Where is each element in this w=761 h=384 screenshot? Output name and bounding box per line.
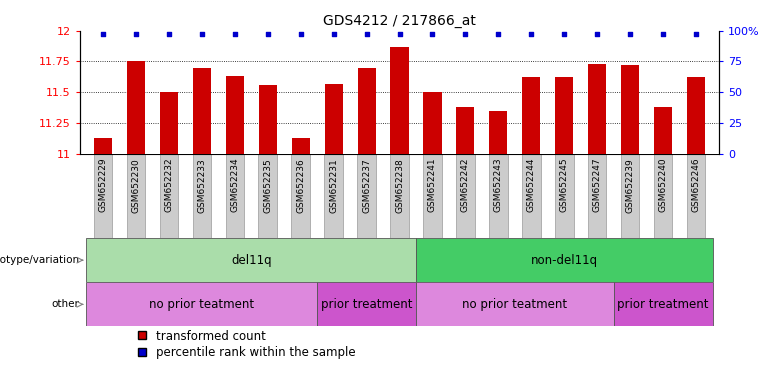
- Bar: [588, 154, 607, 238]
- Point: [690, 31, 702, 37]
- Point: [558, 31, 570, 37]
- Bar: [489, 111, 508, 154]
- Text: GSM652235: GSM652235: [263, 158, 272, 213]
- Point: [361, 31, 373, 37]
- Bar: [126, 154, 145, 238]
- Legend: transformed count, percentile rank within the sample: transformed count, percentile rank withi…: [137, 329, 355, 359]
- Point: [295, 31, 307, 37]
- Point: [460, 31, 472, 37]
- Bar: [317, 282, 416, 326]
- Point: [525, 31, 537, 37]
- Text: GSM652230: GSM652230: [132, 158, 141, 213]
- Point: [426, 31, 438, 37]
- Point: [327, 31, 339, 37]
- Bar: [522, 154, 540, 238]
- Bar: [291, 154, 310, 238]
- Bar: [588, 64, 607, 154]
- Text: GSM652247: GSM652247: [593, 158, 602, 212]
- Bar: [324, 84, 342, 154]
- Text: non-del11q: non-del11q: [530, 254, 598, 266]
- Bar: [193, 68, 211, 154]
- Point: [624, 31, 636, 37]
- Bar: [687, 154, 705, 238]
- Title: GDS4212 / 217866_at: GDS4212 / 217866_at: [323, 14, 476, 28]
- Text: GSM652231: GSM652231: [329, 158, 338, 213]
- Text: GSM652229: GSM652229: [98, 158, 107, 212]
- Bar: [489, 154, 508, 238]
- Bar: [416, 238, 712, 282]
- Bar: [555, 154, 574, 238]
- Bar: [87, 282, 317, 326]
- Bar: [456, 154, 475, 238]
- Bar: [654, 107, 672, 154]
- Text: other: other: [52, 299, 79, 310]
- Bar: [621, 154, 639, 238]
- Point: [97, 31, 109, 37]
- Point: [130, 31, 142, 37]
- Text: GSM652241: GSM652241: [428, 158, 437, 212]
- Bar: [324, 154, 343, 238]
- Text: no prior teatment: no prior teatment: [149, 298, 254, 311]
- Bar: [226, 76, 244, 154]
- Point: [262, 31, 274, 37]
- Text: GSM652234: GSM652234: [231, 158, 239, 212]
- Text: GSM652246: GSM652246: [692, 158, 701, 212]
- Bar: [291, 137, 310, 154]
- Text: GSM652233: GSM652233: [197, 158, 206, 213]
- Text: GSM652236: GSM652236: [296, 158, 305, 213]
- Text: genotype/variation: genotype/variation: [0, 255, 79, 265]
- Text: no prior teatment: no prior teatment: [462, 298, 568, 311]
- Text: del11q: del11q: [231, 254, 272, 266]
- Bar: [613, 282, 712, 326]
- Bar: [522, 78, 540, 154]
- Bar: [193, 154, 211, 238]
- Point: [196, 31, 208, 37]
- Bar: [358, 68, 376, 154]
- Bar: [390, 47, 409, 154]
- Bar: [127, 61, 145, 154]
- Text: prior treatment: prior treatment: [321, 298, 412, 311]
- Text: GSM652240: GSM652240: [658, 158, 667, 212]
- Text: GSM652242: GSM652242: [461, 158, 470, 212]
- Bar: [654, 154, 673, 238]
- Bar: [416, 282, 613, 326]
- Bar: [160, 154, 178, 238]
- Bar: [87, 238, 416, 282]
- Text: GSM652245: GSM652245: [560, 158, 568, 212]
- Text: GSM652239: GSM652239: [626, 158, 635, 213]
- Bar: [358, 154, 376, 238]
- Bar: [160, 92, 178, 154]
- Bar: [687, 78, 705, 154]
- Text: GSM652232: GSM652232: [164, 158, 174, 212]
- Bar: [390, 154, 409, 238]
- Bar: [259, 85, 277, 154]
- Bar: [556, 78, 573, 154]
- Text: GSM652237: GSM652237: [362, 158, 371, 213]
- Point: [163, 31, 175, 37]
- Point: [657, 31, 669, 37]
- Bar: [423, 92, 441, 154]
- Text: prior treatment: prior treatment: [617, 298, 709, 311]
- Bar: [423, 154, 441, 238]
- Text: GSM652244: GSM652244: [527, 158, 536, 212]
- Text: GSM652238: GSM652238: [395, 158, 404, 213]
- Bar: [225, 154, 244, 238]
- Point: [492, 31, 505, 37]
- Bar: [457, 107, 475, 154]
- Bar: [259, 154, 277, 238]
- Bar: [94, 154, 112, 238]
- Point: [393, 31, 406, 37]
- Bar: [94, 137, 112, 154]
- Point: [229, 31, 241, 37]
- Text: GSM652243: GSM652243: [494, 158, 503, 212]
- Point: [591, 31, 603, 37]
- Bar: [621, 65, 639, 154]
